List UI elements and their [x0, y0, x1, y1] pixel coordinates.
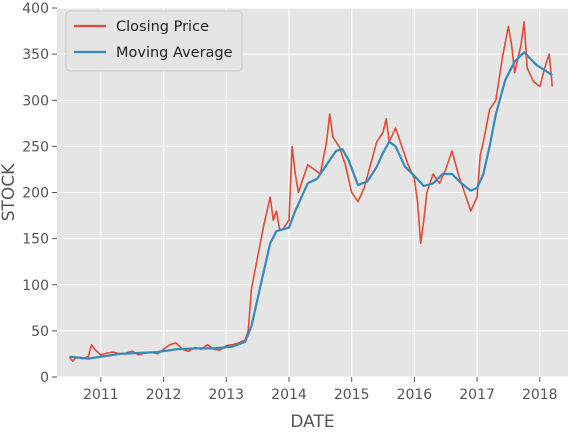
y-axis-label: STOCK — [0, 163, 19, 221]
moving-average-line — [69, 51, 553, 360]
y-axis-ticks: 0 50 100 150 200 250 300 350 400 — [22, 1, 57, 386]
x-tick-label: 2017 — [459, 387, 495, 403]
x-axis-ticks: 2011 2012 2013 2014 2015 2016 2017 2018 — [83, 377, 558, 403]
y-tick-label: 350 — [22, 47, 49, 63]
y-tick-label: 50 — [31, 324, 49, 340]
x-tick-label: 2011 — [83, 387, 119, 403]
y-tick-label: 300 — [22, 93, 49, 109]
x-tick-label: 2018 — [522, 387, 558, 403]
legend-label-closing-price: Closing Price — [116, 19, 209, 35]
y-tick-label: 250 — [22, 139, 49, 155]
y-tick-label: 100 — [22, 278, 49, 294]
legend-label-moving-average: Moving Average — [116, 45, 233, 61]
x-axis-label: DATE — [290, 412, 334, 432]
y-tick-label: 0 — [40, 370, 49, 386]
x-tick-label: 2013 — [208, 387, 244, 403]
x-tick-label: 2014 — [271, 387, 307, 403]
y-tick-label: 200 — [22, 186, 49, 202]
legend: Closing Price Moving Average — [65, 10, 243, 72]
x-tick-label: 2012 — [146, 387, 182, 403]
y-tick-label: 400 — [22, 1, 49, 17]
legend-box — [65, 10, 243, 72]
series-group — [68, 20, 554, 363]
x-tick-label: 2016 — [397, 387, 433, 403]
y-tick-label: 150 — [22, 232, 49, 248]
x-tick-label: 2015 — [334, 387, 370, 403]
